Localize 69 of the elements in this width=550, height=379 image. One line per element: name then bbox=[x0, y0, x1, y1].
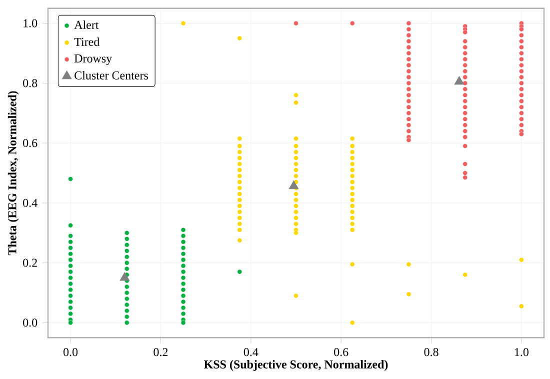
point bbox=[180, 311, 186, 316]
point bbox=[180, 269, 186, 274]
x-tick-label: 1.0 bbox=[515, 348, 528, 356]
point bbox=[180, 263, 186, 268]
point bbox=[124, 302, 130, 308]
y-tick-label: 0.0 bbox=[23, 318, 38, 327]
point bbox=[454, 76, 464, 85]
point bbox=[180, 233, 186, 238]
point bbox=[124, 296, 130, 302]
y-axis-title: Theta (EEG Index, Normalized) bbox=[8, 91, 19, 256]
point bbox=[124, 308, 130, 314]
point bbox=[68, 293, 73, 298]
y-tick-label: 0.4 bbox=[23, 198, 38, 208]
point bbox=[180, 275, 186, 280]
point bbox=[180, 287, 186, 292]
y-tick-label: 0.6 bbox=[23, 138, 38, 148]
point bbox=[180, 257, 186, 262]
y-tick-label: 0.2 bbox=[23, 258, 37, 267]
point bbox=[124, 320, 130, 326]
point bbox=[68, 269, 73, 274]
point bbox=[180, 227, 186, 232]
point bbox=[68, 245, 73, 250]
point bbox=[180, 281, 186, 286]
point bbox=[68, 251, 73, 256]
point bbox=[124, 290, 130, 296]
x-tick-label: 0.0 bbox=[64, 348, 78, 356]
point bbox=[68, 239, 73, 244]
point bbox=[124, 284, 130, 290]
point bbox=[124, 254, 130, 260]
x-tick-label: 0.2 bbox=[154, 348, 168, 356]
x-tick-label: 0.8 bbox=[424, 348, 438, 356]
legend-label: Drowsy bbox=[74, 54, 112, 65]
point bbox=[124, 242, 130, 248]
point bbox=[237, 269, 242, 274]
point bbox=[68, 233, 73, 238]
x-tick-label: 0.4 bbox=[244, 348, 258, 356]
point bbox=[180, 293, 186, 298]
point bbox=[180, 239, 186, 244]
x-axis-title: KSS (Subjective Score, Normalized) bbox=[204, 360, 388, 371]
point bbox=[68, 287, 73, 292]
legend-label: Tired bbox=[74, 38, 100, 46]
point bbox=[180, 320, 186, 326]
point bbox=[124, 266, 130, 272]
y-tick-label: 1.0 bbox=[24, 19, 38, 28]
point bbox=[180, 305, 186, 310]
point bbox=[68, 257, 73, 262]
point bbox=[124, 230, 130, 236]
point bbox=[68, 281, 73, 286]
x-tick-label: 0.6 bbox=[334, 348, 348, 356]
point bbox=[124, 236, 130, 242]
point bbox=[68, 320, 73, 326]
point bbox=[180, 245, 186, 250]
point bbox=[180, 299, 186, 304]
legend-label: Cluster Centers bbox=[74, 71, 148, 80]
point bbox=[68, 305, 73, 310]
legend-label: Alert bbox=[74, 20, 99, 29]
point bbox=[180, 251, 186, 256]
point bbox=[68, 263, 73, 268]
point bbox=[68, 275, 73, 280]
point bbox=[124, 314, 130, 320]
point bbox=[124, 248, 130, 254]
point bbox=[124, 260, 130, 266]
point bbox=[120, 272, 130, 281]
point bbox=[68, 176, 73, 182]
point bbox=[68, 299, 73, 304]
point bbox=[288, 180, 299, 190]
point bbox=[68, 222, 73, 228]
y-tick-label: 0.8 bbox=[23, 79, 38, 88]
point bbox=[68, 311, 73, 316]
